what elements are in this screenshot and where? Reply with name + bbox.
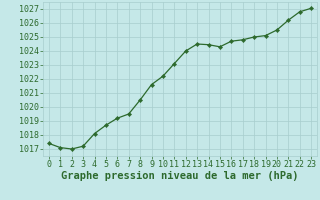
X-axis label: Graphe pression niveau de la mer (hPa): Graphe pression niveau de la mer (hPa) — [61, 171, 299, 181]
